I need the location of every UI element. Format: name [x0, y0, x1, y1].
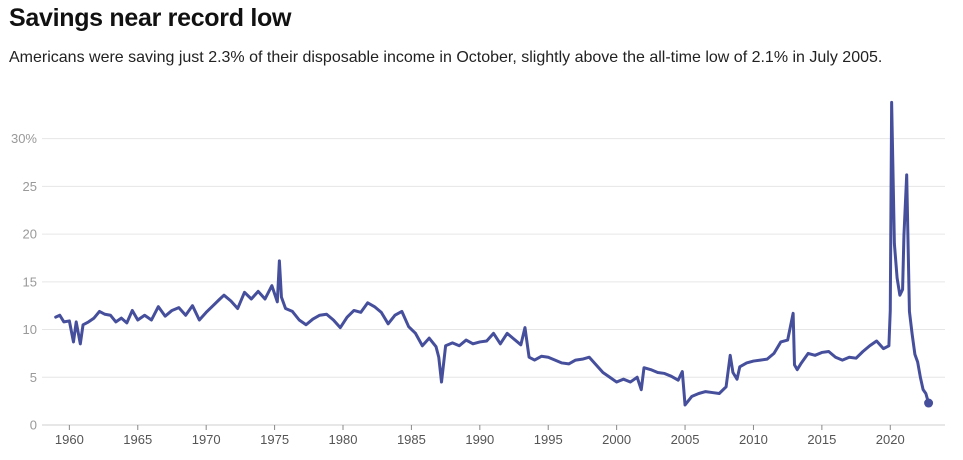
y-tick-label: 20: [23, 227, 37, 242]
x-tick-label: 1985: [397, 432, 426, 447]
y-tick-label: 25: [23, 179, 37, 194]
y-tick-label: 5: [30, 370, 37, 385]
x-tick-label: 1995: [534, 432, 563, 447]
y-axis-labels: 0 5 10 15 20 25 30%: [11, 131, 37, 432]
x-tick-label: 2015: [807, 432, 836, 447]
x-tick-label: 1975: [260, 432, 289, 447]
y-tick-label: 10: [23, 322, 37, 337]
series-line-0: [54, 100, 931, 407]
y-tick-label: 30%: [11, 131, 37, 146]
x-axis: 1960 1965 1970 1975 1980 1985 1990 1995 2000 2005…: [55, 425, 905, 447]
x-tick-label: 1990: [465, 432, 494, 447]
x-tick-label: 1960: [55, 432, 84, 447]
x-tick-label: 2020: [876, 432, 905, 447]
y-tick-label: 15: [23, 274, 37, 289]
x-tick-label: 2000: [602, 432, 631, 447]
y-tick-label: 0: [30, 418, 37, 433]
x-tick-label: 1970: [192, 432, 221, 447]
x-tick-label: 2010: [739, 432, 768, 447]
x-tick-label: 1980: [329, 432, 358, 447]
gridlines: [42, 138, 945, 426]
chart-subtitle: Americans were saving just 2.3% of their…: [9, 49, 883, 66]
x-tick-label: 2005: [671, 432, 700, 447]
x-tick-label: 1965: [123, 432, 152, 447]
chart-title: Savings near record low: [9, 4, 292, 32]
series-group: [54, 100, 934, 408]
latest-value-point: [924, 398, 934, 408]
